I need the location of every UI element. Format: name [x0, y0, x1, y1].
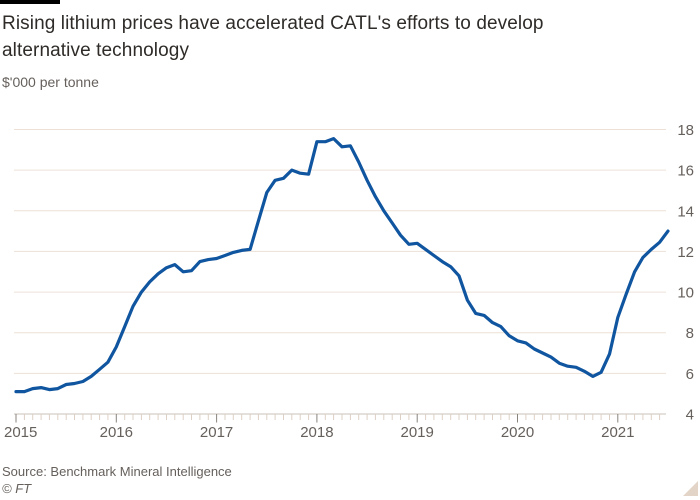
- svg-text:2019: 2019: [401, 424, 434, 441]
- corner-triangle-icon: [683, 481, 698, 496]
- svg-text:18: 18: [677, 122, 694, 139]
- chart-title: Rising lithium prices have accelerated C…: [2, 13, 544, 61]
- svg-text:2018: 2018: [300, 424, 333, 441]
- svg-text:4: 4: [686, 407, 694, 424]
- svg-text:12: 12: [677, 244, 694, 261]
- svg-text:2016: 2016: [100, 424, 133, 441]
- svg-text:14: 14: [677, 203, 694, 220]
- y-axis-labels: 4 6 8 10 12 14 16 18: [677, 122, 694, 424]
- unit-label: $'000 per tonne: [2, 74, 99, 90]
- gridlines: [14, 129, 666, 374]
- svg-text:2021: 2021: [601, 424, 634, 441]
- ft-top-bar: [0, 0, 60, 4]
- svg-text:8: 8: [686, 325, 694, 342]
- x-axis-labels: 2015 2016 2017 2018 2019 2020 2021: [4, 424, 634, 441]
- svg-text:2015: 2015: [4, 424, 37, 441]
- svg-text:10: 10: [677, 285, 694, 302]
- svg-text:6: 6: [686, 366, 694, 383]
- svg-text:2017: 2017: [200, 424, 233, 441]
- lithium-price-line: [14, 137, 670, 394]
- svg-text:16: 16: [677, 163, 694, 180]
- ft-copyright: © FT: [2, 481, 32, 496]
- x-axis-ticks: [15, 414, 661, 423]
- svg-text:2020: 2020: [501, 424, 534, 441]
- source-label: Source: Benchmark Mineral Intelligence: [2, 464, 232, 479]
